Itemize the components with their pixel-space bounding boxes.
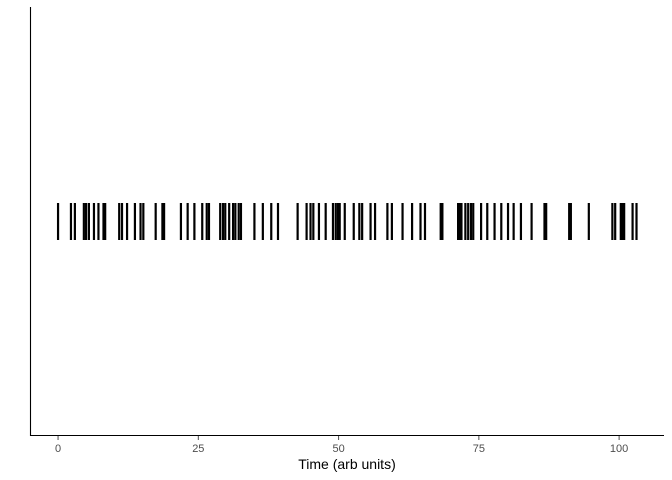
x-axis-ticks: 0 25 50 75 100 <box>55 436 628 455</box>
x-axis-title: Time (arb units) <box>298 456 396 472</box>
x-tick-label-1: 25 <box>192 443 204 455</box>
x-tick-label-3: 75 <box>473 443 485 455</box>
x-tick-label-0: 0 <box>55 443 61 455</box>
x-tick-label-2: 50 <box>332 443 344 455</box>
event-marks <box>56 203 638 240</box>
x-tick-label-4: 100 <box>610 443 628 455</box>
